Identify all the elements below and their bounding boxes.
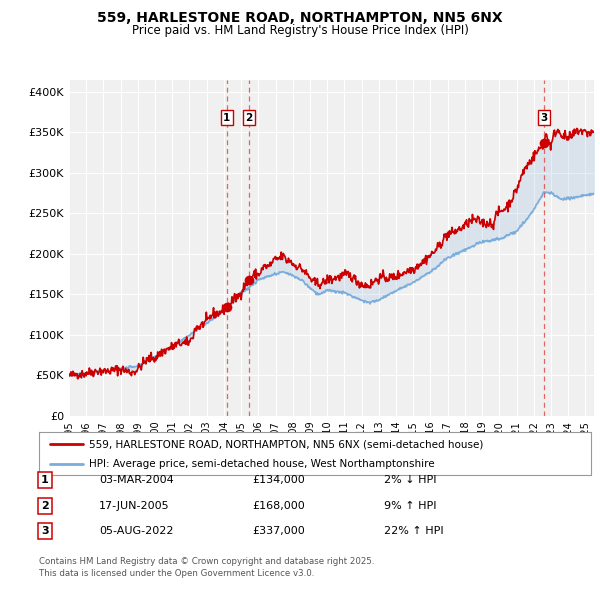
Text: 17-JUN-2005: 17-JUN-2005: [99, 501, 170, 510]
Text: 559, HARLESTONE ROAD, NORTHAMPTON, NN5 6NX (semi-detached house): 559, HARLESTONE ROAD, NORTHAMPTON, NN5 6…: [89, 440, 483, 450]
Text: 22% ↑ HPI: 22% ↑ HPI: [384, 526, 443, 536]
Text: 05-AUG-2022: 05-AUG-2022: [99, 526, 173, 536]
Text: This data is licensed under the Open Government Licence v3.0.: This data is licensed under the Open Gov…: [39, 569, 314, 578]
Text: £168,000: £168,000: [252, 501, 305, 510]
Text: £337,000: £337,000: [252, 526, 305, 536]
Text: 3: 3: [540, 113, 548, 123]
Text: 2: 2: [41, 501, 49, 510]
Text: HPI: Average price, semi-detached house, West Northamptonshire: HPI: Average price, semi-detached house,…: [89, 460, 434, 469]
Text: 1: 1: [41, 476, 49, 485]
Text: Contains HM Land Registry data © Crown copyright and database right 2025.: Contains HM Land Registry data © Crown c…: [39, 558, 374, 566]
Text: 03-MAR-2004: 03-MAR-2004: [99, 476, 174, 485]
Text: 2% ↓ HPI: 2% ↓ HPI: [384, 476, 437, 485]
Text: £134,000: £134,000: [252, 476, 305, 485]
Text: 9% ↑ HPI: 9% ↑ HPI: [384, 501, 437, 510]
Text: 559, HARLESTONE ROAD, NORTHAMPTON, NN5 6NX: 559, HARLESTONE ROAD, NORTHAMPTON, NN5 6…: [97, 11, 503, 25]
Text: 1: 1: [223, 113, 230, 123]
Text: Price paid vs. HM Land Registry's House Price Index (HPI): Price paid vs. HM Land Registry's House …: [131, 24, 469, 37]
Text: 2: 2: [245, 113, 253, 123]
Text: 3: 3: [41, 526, 49, 536]
